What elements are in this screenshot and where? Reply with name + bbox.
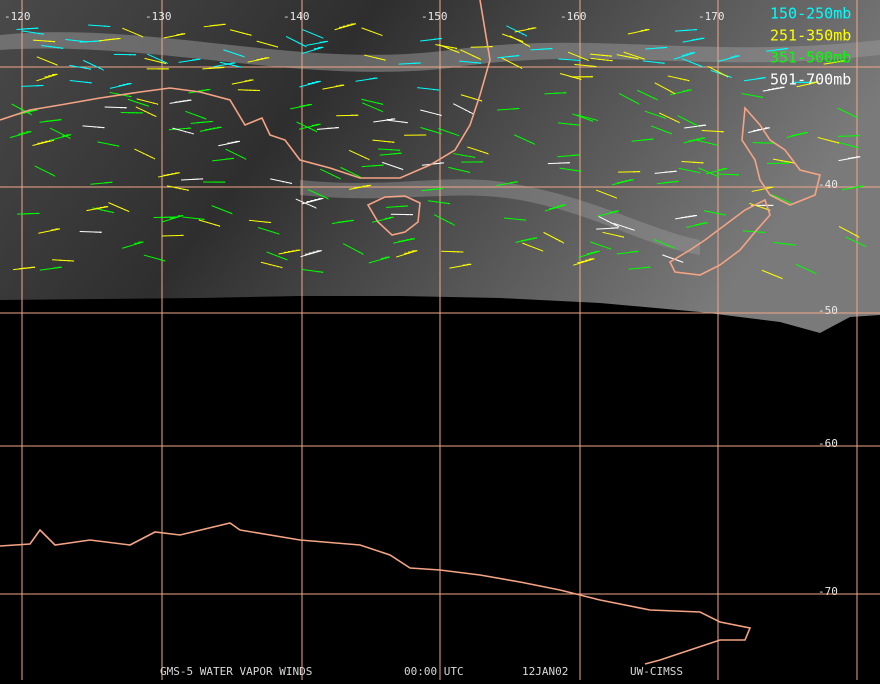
barb-flag <box>727 76 728 77</box>
barb-flag <box>519 32 520 33</box>
barb-flag <box>31 114 32 115</box>
barb-flag <box>447 221 448 222</box>
footer-text: 12JAN02 <box>522 665 568 678</box>
barb-flag <box>563 242 564 243</box>
barb-flag <box>618 226 619 227</box>
barb-flag <box>466 110 467 111</box>
wind-barb <box>162 235 184 236</box>
barb-flag <box>529 46 530 47</box>
longitude-label: -170 <box>698 10 725 23</box>
legend-entry: 501-700mb <box>770 71 851 89</box>
barb-flag <box>851 233 852 234</box>
barb-flag <box>556 239 557 240</box>
barb-flag <box>518 66 519 67</box>
barb-flag <box>608 221 609 222</box>
barb-flag <box>724 75 725 76</box>
barb-flag <box>523 34 524 35</box>
barb-flag <box>690 122 691 123</box>
longitude-label: -140 <box>283 10 310 23</box>
barb-shaft <box>162 235 184 236</box>
barb-flag <box>514 64 515 65</box>
barb-flag <box>628 98 629 99</box>
legend-entry: 150-250mb <box>770 5 851 23</box>
barb-flag <box>615 225 616 226</box>
barb-flag <box>27 112 28 113</box>
barb-flag <box>611 223 612 224</box>
latitude-label: -40 <box>818 178 838 191</box>
longitude-label: -160 <box>560 10 587 23</box>
barb-flag <box>70 138 71 139</box>
barb-flag <box>443 219 444 220</box>
legend-entry: 251-350mb <box>770 27 851 45</box>
legend-entry: 351-500mb <box>770 49 851 67</box>
barb-flag <box>299 43 300 44</box>
latitude-label: -70 <box>818 585 838 598</box>
barb-flag <box>450 223 451 224</box>
longitude-label: -130 <box>145 10 172 23</box>
barb-flag <box>560 241 561 242</box>
barb-flag <box>302 45 303 46</box>
barb-flag <box>20 109 21 110</box>
barb-flag <box>245 159 246 160</box>
barb-flag <box>51 174 52 175</box>
barb-flag <box>639 104 640 105</box>
barb-flag <box>855 235 856 236</box>
footer-text: GMS-5 WATER VAPOR WINDS <box>160 665 312 678</box>
barb-flag <box>697 126 698 127</box>
longitude-label: -120 <box>4 10 31 23</box>
barb-flag <box>526 36 527 37</box>
barb-flag <box>694 124 695 125</box>
footer-text: 00:00 UTC <box>404 665 464 678</box>
barb-flag <box>671 91 672 92</box>
barb-flag <box>674 93 675 94</box>
barb-flag <box>242 157 243 158</box>
wind-barb <box>336 115 358 116</box>
barb-flag <box>720 73 721 74</box>
latitude-label: -60 <box>818 437 838 450</box>
barb-flag <box>521 68 522 69</box>
barb-shaft <box>105 107 127 108</box>
barb-flag <box>526 44 527 45</box>
barb-flag <box>54 176 55 177</box>
footer-text: UW-CIMSS <box>630 665 683 678</box>
barb-flag <box>454 225 455 226</box>
wind-barb <box>105 107 127 108</box>
barb-flag <box>631 100 632 101</box>
barb-flag <box>306 46 307 47</box>
wind-barb <box>17 213 39 214</box>
barb-flag <box>635 102 636 103</box>
longitude-label: -150 <box>421 10 448 23</box>
barb-shaft <box>471 47 493 48</box>
barb-shaft <box>336 115 358 116</box>
wind-barb <box>471 47 493 48</box>
barb-flag <box>469 112 470 113</box>
latitude-label: -50 <box>818 304 838 317</box>
barb-flag <box>363 254 364 255</box>
barb-flag <box>359 252 360 253</box>
barb-flag <box>858 237 859 238</box>
